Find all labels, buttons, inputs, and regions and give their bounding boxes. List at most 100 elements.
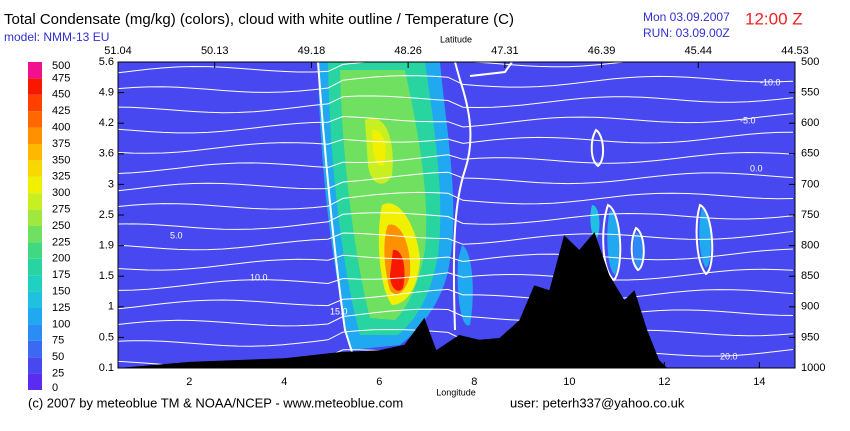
colorbar-label: 25: [52, 368, 64, 380]
y-tick-label: 2.5: [99, 209, 114, 221]
y2-tick-label: 500: [801, 56, 819, 68]
colorbar-swatch: [28, 258, 42, 276]
colorbar-swatch: [28, 160, 42, 177]
isotherm: [118, 171, 794, 192]
colorbar-swatch: [28, 291, 42, 308]
isotherm: [118, 248, 794, 271]
y-tick-label: 1.5: [99, 270, 114, 282]
isotherm-label: 20.0: [720, 351, 738, 361]
y-tick-label: 3.6: [99, 148, 114, 160]
y2-tick-label: 600: [801, 117, 819, 129]
colorbar-swatch: [28, 94, 42, 112]
colorbar-swatch: [28, 62, 42, 79]
isotherm: [118, 328, 794, 347]
x-tick-label: 2: [186, 376, 192, 388]
y-tick-label: 1: [108, 301, 114, 313]
x-tick-label: 4: [281, 376, 287, 388]
x2-axis-title: Latitude: [440, 34, 472, 44]
colorbar-swatch: [28, 144, 42, 161]
isotherm: [118, 268, 794, 291]
colorbar-swatch: [28, 209, 42, 226]
isotherm: [118, 151, 794, 174]
isotherm: [118, 288, 794, 310]
colorbar-label: 175: [52, 269, 70, 281]
run-label: RUN: 03.09.00Z: [643, 26, 730, 40]
colorbar-swatch: [28, 176, 42, 194]
date-label: Mon 03.09.2007: [643, 10, 730, 24]
isotherm-label: -10.0: [760, 77, 781, 87]
colorbar-label: 275: [52, 204, 70, 216]
colorbar-label: 425: [52, 105, 70, 117]
y2-tick-label: 1000: [801, 362, 825, 374]
colorbar-swatch: [28, 340, 42, 358]
colorbar-swatch: [28, 324, 42, 341]
colorbar-swatch: [28, 357, 42, 374]
y2-tick-label: 550: [801, 87, 819, 99]
x2-tick-label: 49.18: [298, 45, 326, 57]
colorbar-label: 0: [52, 382, 58, 394]
isotherm: [118, 62, 629, 74]
colorbar-swatch: [28, 78, 42, 95]
y-tick-label: 0.5: [99, 331, 114, 343]
colorbar-swatch: [28, 127, 42, 144]
x2-tick-label: 45.44: [685, 45, 713, 57]
colorbar-label: 100: [52, 318, 70, 330]
time-label: 12:00 Z: [745, 9, 803, 28]
x-tick-label: 6: [376, 376, 382, 388]
x2-tick-label: 50.13: [201, 45, 229, 57]
colorbar-swatch: [28, 275, 42, 292]
x-tick-label: 10: [563, 376, 575, 388]
y2-tick-label: 750: [801, 209, 819, 221]
isotherm: [118, 75, 794, 93]
colorbar-label: 375: [52, 138, 70, 150]
colorbar-swatch: [28, 373, 42, 390]
colorbar-label: 50: [52, 351, 64, 363]
x2-tick-label: 51.04: [104, 45, 132, 57]
colorbar-swatch: [28, 111, 42, 128]
x2-tick-label: 47.31: [491, 45, 519, 57]
isotherm-label: 10.0: [250, 272, 268, 282]
colorbar-label: 350: [52, 154, 70, 166]
colorbar-label: 250: [52, 220, 70, 232]
colorbar-label: 475: [52, 72, 70, 84]
y2-tick-label: 800: [801, 240, 819, 252]
colorbar-swatch: [28, 242, 42, 259]
colorbar-swatch: [28, 193, 42, 210]
isotherm-label: 0.0: [750, 163, 763, 173]
terrain: [118, 232, 668, 368]
y2-tick-label: 650: [801, 148, 819, 160]
isotherm: [118, 95, 794, 114]
colorbar-label: 450: [52, 89, 70, 101]
isotherms: -10.0 -5.0 0.0 5.0 10.0 15.0 20.0: [118, 62, 794, 368]
footer-right: user: peterh337@yahoo.co.uk: [510, 395, 685, 410]
x-tick-label: 12: [658, 376, 670, 388]
isotherm: [118, 113, 794, 134]
isotherm: [118, 308, 794, 327]
y2-tick-label: 700: [801, 178, 819, 190]
footer-left: (c) 2007 by meteoblue TM & NOAA/NCEP - w…: [28, 395, 403, 410]
plot-area: -10.0 -5.0 0.0 5.0 10.0 15.0 20.0: [118, 62, 795, 368]
colorbar-label: 150: [52, 286, 70, 298]
x-axis-title: Longitude: [436, 387, 476, 397]
x2-tick-label: 44.53: [781, 45, 809, 57]
colorbar-label: 325: [52, 171, 70, 183]
colorbar-label: 400: [52, 122, 70, 134]
x-tick-label: 14: [753, 376, 765, 388]
isotherm: [118, 191, 794, 210]
colorbar-label: 75: [52, 335, 64, 347]
isotherm: [118, 131, 794, 154]
y2-tick-label: 900: [801, 301, 819, 313]
chart-title: Total Condensate (mg/kg) (colors), cloud…: [4, 11, 514, 28]
isotherm-label: 5.0: [170, 230, 183, 240]
colorbar-label: 125: [52, 302, 70, 314]
x-tick-label: 8: [471, 376, 477, 388]
y-tick-label: 1.9: [99, 240, 114, 252]
y-tick-label: 4.9: [99, 87, 114, 99]
y-tick-label: 5.6: [99, 56, 114, 68]
colorbar-swatch: [28, 226, 42, 243]
isotherm-label: 15.0: [330, 306, 348, 316]
y-tick-label: 3: [108, 178, 114, 190]
y-tick-label: 4.2: [99, 117, 114, 129]
